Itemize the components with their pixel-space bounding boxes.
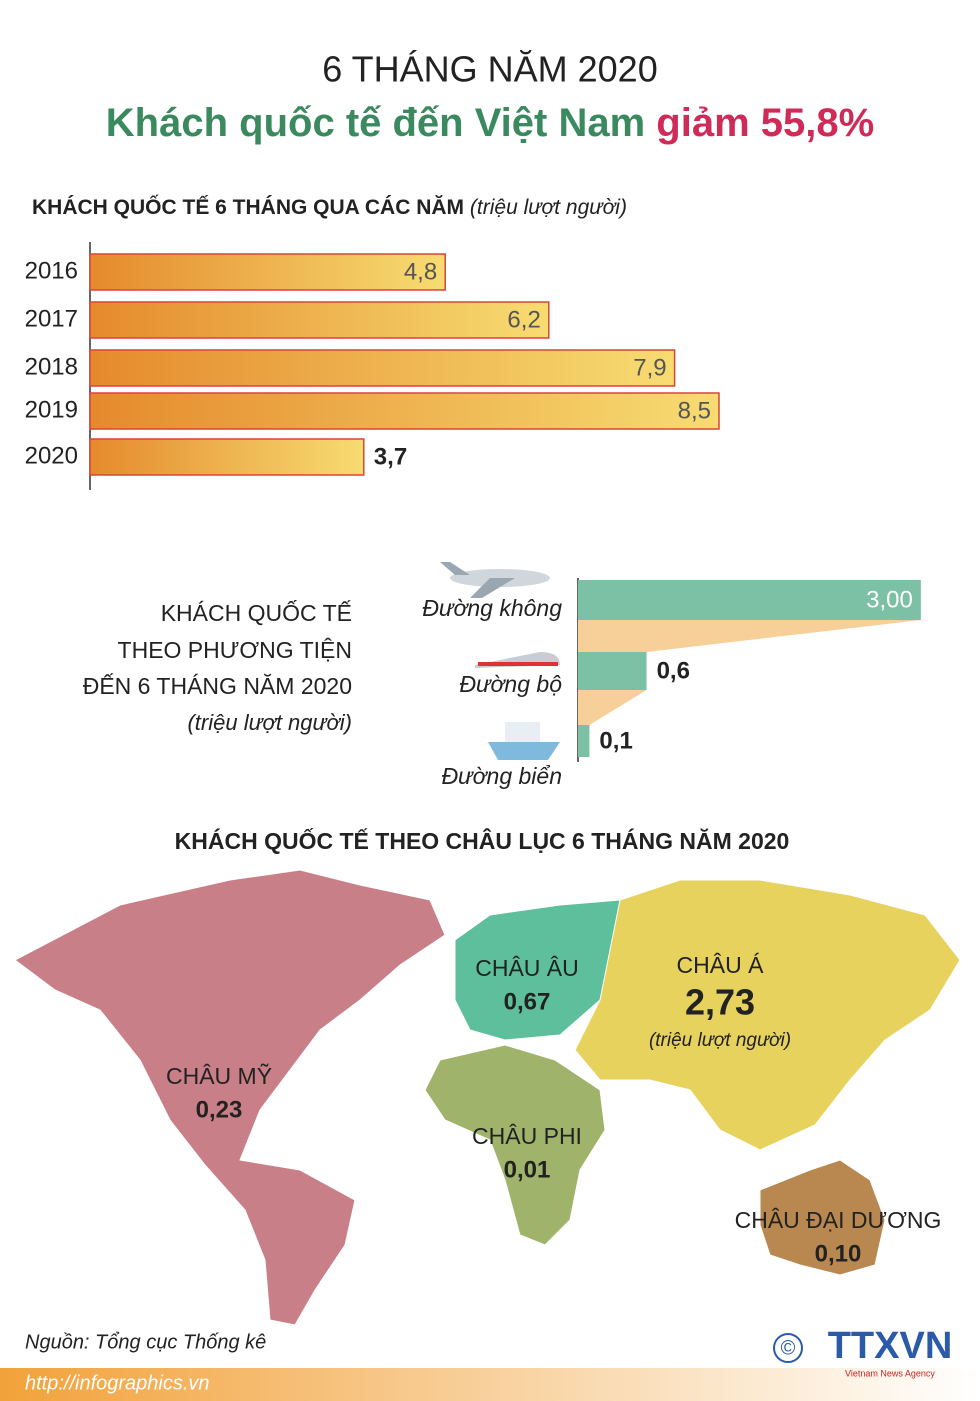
- funnel: [578, 620, 921, 652]
- region-name: CHÂU PHI: [472, 1123, 582, 1149]
- value-label: 6,2: [507, 306, 540, 333]
- value-label: 3,00: [866, 586, 913, 613]
- chart2-unit: (triệu lượt người): [187, 710, 352, 735]
- region-value: 0,01: [504, 1156, 551, 1183]
- bar: [89, 392, 720, 430]
- chart1-title: KHÁCH QUỐC TẾ 6 THÁNG QUA CÁC NĂM (triệu…: [32, 195, 627, 219]
- category-label: Đường biển: [441, 763, 562, 789]
- region: [14, 869, 446, 1326]
- category-label: 2018: [25, 353, 78, 380]
- bar: [89, 253, 446, 291]
- plane-icon: [440, 562, 550, 598]
- map-title: KHÁCH QUỐC TẾ THEO CHÂU LỤC 6 THÁNG NĂM …: [175, 827, 790, 854]
- region-name: CHÂU ÂU: [475, 955, 579, 981]
- kicker: 6 THÁNG NĂM 2020: [322, 49, 657, 90]
- region-value: 0,67: [504, 988, 551, 1015]
- category-label: Đường không: [422, 595, 562, 621]
- value-label: 0,6: [657, 657, 690, 684]
- headline-highlight: giảm 55,8%: [656, 101, 874, 145]
- value-label: 0,1: [599, 727, 632, 754]
- funnel: [578, 690, 647, 725]
- region-value: 0,23: [196, 1096, 243, 1123]
- logo: TTXVN: [828, 1325, 953, 1367]
- source: Nguồn: Tổng cục Thống kê: [25, 1331, 266, 1353]
- region-value: 2,73: [685, 982, 755, 1023]
- footer-bar: [0, 1368, 980, 1401]
- copyright: ©: [781, 1337, 796, 1359]
- bar: [578, 580, 921, 620]
- value-label: 7,9: [633, 354, 666, 381]
- url: http://infographics.vn: [25, 1372, 210, 1394]
- category-label: 2019: [25, 396, 78, 423]
- chart1-unit: (triệu lượt người): [470, 196, 627, 219]
- region-unit: (triệu lượt người): [649, 1030, 791, 1051]
- bar: [89, 301, 550, 339]
- category-label: 2020: [25, 442, 78, 469]
- chart2-title-line: KHÁCH QUỐC TẾ: [161, 599, 352, 626]
- chart1-title-main: KHÁCH QUỐC TẾ 6 THÁNG QUA CÁC NĂM: [32, 195, 464, 219]
- region: [424, 1044, 606, 1246]
- region-name: CHÂU MỸ: [166, 1063, 272, 1089]
- value-label: 4,8: [404, 258, 437, 285]
- ship-icon: [488, 722, 560, 760]
- region-name: CHÂU Á: [677, 952, 765, 978]
- train-icon: [475, 652, 560, 668]
- chart2-title-line: ĐẾN 6 THÁNG NĂM 2020: [83, 672, 352, 699]
- category-label: Đường bộ: [459, 671, 562, 697]
- category-label: 2016: [25, 257, 78, 284]
- copyright-ring: [773, 1333, 803, 1363]
- region: [574, 879, 961, 1151]
- value-label: 8,5: [678, 397, 711, 424]
- headline-main: Khách quốc tế đến Việt Nam: [106, 101, 645, 145]
- region-name: CHÂU ĐẠI DƯƠNG: [735, 1207, 942, 1233]
- region-value: 0,10: [815, 1240, 862, 1267]
- bar: [578, 652, 647, 690]
- bar: [578, 725, 590, 757]
- chart2-title-line: THEO PHƯƠNG TIỆN: [118, 637, 352, 663]
- headline: Khách quốc tế đến Việt Nam giảm 55,8%: [106, 101, 874, 145]
- bar: [89, 438, 365, 476]
- logo-sub: Vietnam News Agency: [845, 1368, 935, 1378]
- value-label: 3,7: [374, 443, 407, 470]
- region: [759, 1159, 886, 1276]
- bar: [89, 349, 676, 387]
- category-label: 2017: [25, 305, 78, 332]
